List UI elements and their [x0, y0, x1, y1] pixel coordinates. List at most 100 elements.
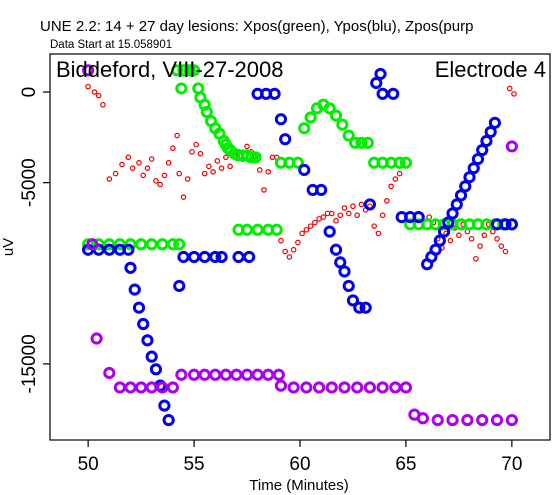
data-point	[355, 136, 368, 149]
data-point	[132, 301, 146, 314]
data-point	[312, 381, 326, 394]
data-point	[137, 317, 150, 331]
data-point	[240, 368, 254, 381]
data-point	[456, 232, 462, 239]
data-point	[209, 250, 222, 264]
data-point	[183, 64, 196, 77]
data-point	[106, 176, 113, 182]
data-point	[476, 143, 489, 157]
data-point	[156, 381, 169, 394]
data-point	[177, 250, 190, 264]
data-point	[304, 111, 317, 124]
data-point	[189, 149, 195, 155]
data-point	[135, 381, 148, 394]
y-tick-label: 0	[19, 87, 40, 98]
data-point	[323, 225, 336, 238]
data-point	[243, 250, 256, 264]
annotation-location: Biddeford, VIII-27-2008	[56, 57, 283, 82]
data-point	[341, 205, 348, 211]
data-point	[223, 154, 229, 161]
data-point	[480, 134, 493, 148]
data-point	[103, 366, 116, 380]
data-point	[429, 243, 442, 256]
data-point	[158, 399, 171, 412]
data-point	[498, 243, 505, 249]
data-point	[468, 236, 475, 242]
data-point	[91, 89, 98, 95]
data-point	[245, 151, 258, 164]
data-point	[333, 217, 339, 224]
data-point	[442, 216, 455, 229]
data-point	[219, 368, 232, 381]
data-point	[505, 218, 518, 231]
data-point	[298, 122, 311, 135]
data-point	[351, 381, 364, 394]
x-tick-label: 55	[183, 454, 204, 475]
data-point	[274, 379, 288, 392]
series-group	[82, 64, 518, 427]
data-point	[376, 87, 389, 100]
data-point	[175, 368, 188, 381]
data-point	[218, 165, 225, 171]
data-point	[173, 279, 186, 293]
data-point	[345, 210, 352, 217]
data-point	[85, 83, 91, 90]
data-point	[282, 248, 288, 255]
data-point	[128, 283, 141, 296]
data-point	[375, 230, 382, 237]
data-point	[193, 141, 199, 148]
data-point	[125, 154, 132, 161]
data-point	[494, 236, 500, 242]
data-point	[153, 178, 159, 184]
data-point	[350, 203, 356, 210]
data-point	[338, 265, 351, 278]
data-point	[399, 381, 413, 394]
data-point	[140, 172, 147, 179]
x-tick-label: 65	[395, 454, 416, 475]
data-point	[180, 194, 187, 200]
data-point	[278, 237, 284, 244]
data-point	[359, 301, 372, 314]
data-point	[156, 238, 169, 251]
data-point	[298, 163, 311, 177]
data-points	[82, 64, 518, 427]
data-point	[279, 133, 292, 146]
data-point	[198, 250, 211, 264]
data-point	[454, 189, 468, 202]
data-point	[129, 165, 136, 171]
data-point	[312, 219, 318, 226]
data-point	[392, 176, 399, 182]
data-point	[505, 140, 518, 153]
data-point	[184, 176, 191, 182]
data-point	[490, 413, 504, 427]
data-point	[174, 132, 180, 139]
data-point	[363, 198, 377, 211]
data-point	[201, 170, 208, 177]
data-point	[328, 210, 335, 217]
data-point	[484, 125, 497, 139]
data-point	[342, 279, 355, 293]
data-point	[145, 350, 158, 363]
x-tick-label: 50	[78, 454, 99, 475]
data-point	[338, 381, 351, 394]
data-point	[329, 109, 343, 122]
data-point	[214, 158, 221, 164]
data-point	[437, 225, 451, 238]
data-point	[272, 368, 285, 381]
y-axis-label: uV	[0, 238, 17, 256]
data-point	[95, 92, 102, 99]
data-point	[206, 163, 212, 170]
data-point	[198, 368, 211, 381]
data-point	[376, 381, 389, 394]
data-point	[299, 230, 305, 237]
data-point	[363, 381, 377, 394]
data-point	[481, 232, 488, 239]
data-point	[476, 413, 489, 427]
data-point	[187, 64, 201, 77]
data-point	[200, 105, 213, 119]
data-point	[342, 129, 355, 142]
data-point	[265, 168, 272, 175]
data-point	[447, 237, 454, 244]
data-point	[176, 170, 183, 177]
data-point	[446, 207, 459, 220]
